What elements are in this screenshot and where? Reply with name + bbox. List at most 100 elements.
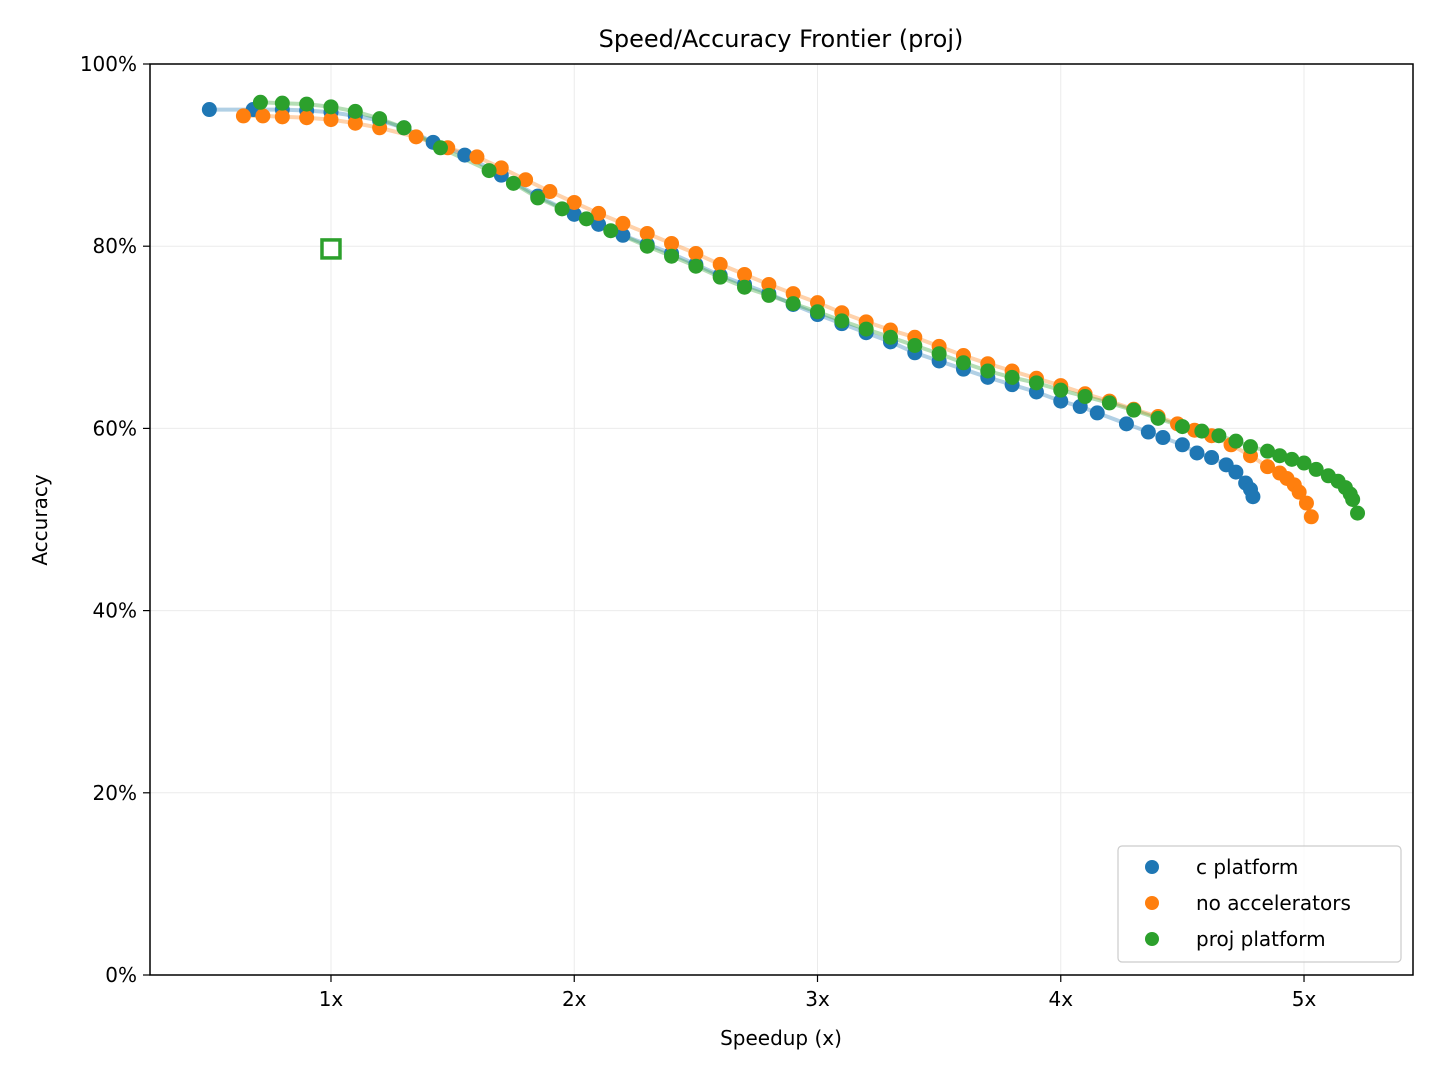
y-tick-label: 80% (93, 234, 137, 258)
point-no-accelerators (1260, 459, 1276, 475)
point-proj-platform (907, 337, 923, 353)
point-proj-platform (980, 363, 996, 379)
x-tick-label: 5x (1292, 987, 1317, 1011)
legend-label-proj-platform: proj platform (1196, 927, 1326, 951)
point-proj-platform (554, 201, 570, 217)
point-no-accelerators (1298, 495, 1314, 511)
point-no-accelerators (323, 112, 339, 128)
point-no-accelerators (1303, 509, 1319, 525)
point-proj-platform (834, 313, 850, 329)
y-tick-label: 40% (93, 599, 137, 623)
point-proj-platform (1211, 428, 1227, 444)
point-c-platform (1174, 437, 1190, 453)
point-no-accelerators (469, 149, 485, 165)
point-proj-platform (761, 287, 777, 303)
point-c-platform (201, 102, 217, 118)
legend-marker-no-accelerators (1145, 896, 1159, 910)
point-proj-platform (882, 329, 898, 345)
point-proj-platform (1272, 448, 1288, 464)
point-proj-platform (931, 346, 947, 362)
point-c-platform (591, 216, 607, 232)
point-no-accelerators (493, 160, 509, 176)
y-tick-label: 60% (93, 416, 137, 440)
point-proj-platform (505, 175, 521, 191)
point-proj-platform (252, 94, 268, 110)
point-proj-platform (372, 111, 388, 127)
point-proj-platform (1174, 419, 1190, 435)
point-no-accelerators (1291, 484, 1307, 500)
point-c-platform (566, 206, 582, 222)
point-proj-platform (432, 140, 448, 156)
plot-frame (149, 63, 1414, 976)
point-proj-platform (737, 279, 753, 295)
point-no-accelerators (566, 194, 582, 210)
point-no-accelerators (347, 115, 363, 131)
point-proj-platform (1101, 395, 1117, 411)
point-proj-platform (664, 248, 680, 264)
point-proj-platform (1028, 375, 1044, 391)
point-proj-platform (1077, 389, 1093, 405)
point-proj-platform (639, 238, 655, 254)
point-proj-platform (530, 190, 546, 206)
legend-label-no-accelerators: no accelerators (1196, 891, 1351, 915)
point-no-accelerators (712, 256, 728, 272)
point-c-platform (1245, 489, 1261, 505)
reference-marker-group (320, 238, 342, 260)
legend-marker-proj-platform (1145, 932, 1159, 946)
point-proj-platform (1260, 443, 1276, 459)
legend: c platform no accelerators proj platform (1117, 845, 1402, 963)
point-c-platform (1118, 416, 1134, 432)
point-c-platform (1089, 405, 1105, 421)
point-c-platform (1053, 393, 1069, 409)
point-no-accelerators (639, 225, 655, 241)
point-proj-platform (785, 296, 801, 312)
legend-label-c-platform: c platform (1196, 855, 1298, 879)
point-no-accelerators (408, 129, 424, 145)
point-no-accelerators (518, 172, 534, 188)
point-proj-platform (396, 120, 412, 136)
x-tick-label: 4x (1048, 987, 1073, 1011)
point-no-accelerators (664, 235, 680, 251)
point-proj-platform (578, 211, 594, 227)
point-no-accelerators (299, 110, 315, 126)
point-proj-platform (299, 96, 315, 112)
point-c-platform (457, 147, 473, 163)
point-no-accelerators (688, 245, 704, 261)
point-proj-platform (712, 269, 728, 285)
x-axis-label: Speedup (x) (720, 1026, 842, 1050)
legend-marker-c-platform (1145, 860, 1159, 874)
point-no-accelerators (761, 276, 777, 292)
point-proj-platform (1228, 433, 1244, 449)
point-proj-platform (1004, 369, 1020, 385)
point-proj-platform (858, 321, 874, 337)
x-tick-label: 2x (562, 987, 587, 1011)
x-tick-label: 1x (319, 987, 344, 1011)
point-proj-platform (1345, 491, 1361, 507)
chart-title: Speed/Accuracy Frontier (proj) (599, 25, 964, 53)
point-proj-platform (323, 99, 339, 115)
axis-ticks: 1x 2x 3x 4x 5x 0% 20% 40% 60% 80% 100% (80, 52, 1317, 1011)
point-proj-platform (481, 163, 497, 179)
point-proj-platform (810, 304, 826, 320)
series-proj-platform (252, 94, 1366, 521)
point-no-accelerators (615, 215, 631, 231)
point-proj-platform (955, 355, 971, 371)
x-tick-label: 3x (805, 987, 830, 1011)
point-c-platform (1140, 424, 1156, 440)
legend-box (1117, 845, 1402, 963)
point-proj-platform (347, 103, 363, 119)
point-proj-platform (1053, 382, 1069, 398)
y-tick-label: 0% (105, 963, 137, 987)
point-proj-platform (1308, 461, 1324, 477)
y-tick-label: 100% (80, 52, 137, 76)
point-c-platform (1189, 445, 1205, 461)
point-no-accelerators (235, 108, 251, 124)
point-c-platform (1228, 464, 1244, 480)
point-proj-platform (1150, 410, 1166, 426)
point-c-platform (1204, 450, 1220, 466)
point-proj-platform (603, 223, 619, 239)
point-proj-platform (1126, 402, 1142, 418)
point-no-accelerators (737, 266, 753, 282)
y-axis-label: Accuracy (28, 474, 52, 565)
point-c-platform (615, 227, 631, 243)
